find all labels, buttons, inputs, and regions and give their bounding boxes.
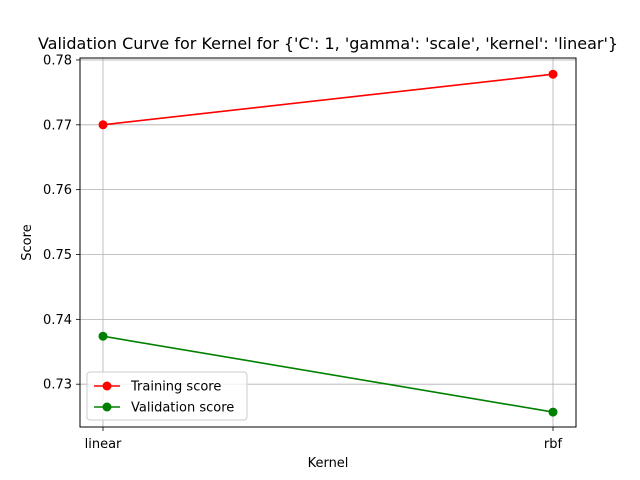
y-tick-label: 0.75 — [43, 248, 72, 263]
y-axis-label: Score — [20, 224, 35, 260]
data-point — [98, 331, 108, 341]
x-axis-ticks: linear rbf — [85, 427, 563, 452]
x-tick-label: linear — [85, 437, 122, 452]
data-point — [548, 407, 558, 417]
y-tick-label: 0.74 — [43, 313, 72, 328]
legend: Training score Validation score — [86, 371, 248, 421]
chart-title: Validation Curve for Kernel for {'C': 1,… — [38, 34, 618, 53]
y-tick-label: 0.77 — [43, 118, 72, 133]
series-group — [98, 69, 558, 417]
x-axis-label: Kernel — [308, 456, 349, 471]
x-tick-label: rbf — [544, 437, 563, 452]
y-axis-ticks: 0.73 0.74 0.75 0.76 0.77 0.78 — [43, 53, 80, 393]
legend-label: Validation score — [131, 401, 234, 416]
legend-marker — [102, 381, 112, 391]
legend-label: Training score — [130, 380, 221, 395]
legend-box — [86, 371, 248, 421]
series-line-0 — [102, 73, 554, 126]
plot-area-frame — [79, 57, 577, 428]
data-point — [548, 69, 558, 79]
series-line-1 — [102, 335, 554, 413]
legend-marker — [102, 402, 112, 412]
data-point — [98, 120, 108, 130]
y-tick-label: 0.78 — [43, 53, 72, 68]
y-tick-label: 0.76 — [43, 183, 72, 198]
y-tick-label: 0.73 — [43, 378, 72, 393]
